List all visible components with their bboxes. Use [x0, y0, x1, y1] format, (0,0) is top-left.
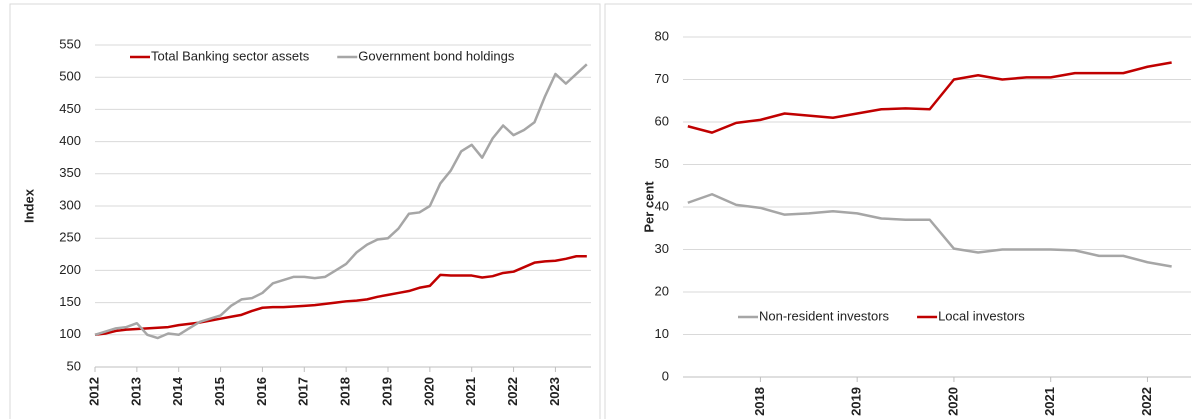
x-tick-label: 2018 — [752, 387, 767, 416]
y-axis-label: Per cent — [641, 181, 656, 233]
x-tick-label: 2021 — [1042, 387, 1057, 416]
y-tick-label: 200 — [59, 262, 81, 277]
series-line — [687, 193, 1172, 268]
x-tick-label: 2023 — [547, 377, 562, 406]
y-tick-label: 50 — [67, 358, 81, 373]
legend-label: Non-resident investors — [759, 308, 890, 323]
x-tick-label: 2013 — [128, 377, 143, 406]
y-tick-label: 400 — [59, 133, 81, 148]
y-tick-label: 150 — [59, 294, 81, 309]
y-tick-label: 20 — [655, 283, 669, 298]
y-tick-label: 500 — [59, 69, 81, 84]
x-tick-label: 2012 — [86, 377, 101, 406]
x-tick-label: 2022 — [1139, 387, 1154, 416]
series-line — [94, 254, 587, 337]
y-tick-label: 80 — [655, 28, 669, 43]
x-tick-label: 2016 — [254, 377, 269, 406]
y-tick-label: 10 — [655, 326, 669, 341]
x-tick-label: 2014 — [170, 376, 185, 406]
series-line — [687, 61, 1172, 134]
y-tick-label: 50 — [655, 156, 669, 171]
y-tick-label: 60 — [655, 113, 669, 128]
y-tick-label: 30 — [655, 241, 669, 256]
y-tick-label: 70 — [655, 71, 669, 86]
x-tick-label: 2017 — [296, 377, 311, 406]
x-tick-label: 2020 — [945, 387, 960, 416]
y-tick-label: 350 — [59, 165, 81, 180]
y-tick-label: 550 — [59, 36, 81, 51]
y-axis-label: Index — [21, 188, 36, 223]
y-tick-label: 0 — [662, 368, 669, 383]
legend-label: Local investors — [938, 308, 1025, 323]
x-tick-label: 2021 — [463, 377, 478, 406]
y-tick-label: 300 — [59, 197, 81, 212]
series-line — [94, 63, 588, 340]
y-tick-label: 40 — [655, 198, 669, 213]
legend-label: Total Banking sector assets — [151, 48, 310, 63]
y-tick-label: 100 — [59, 326, 81, 341]
x-tick-label: 2018 — [338, 377, 353, 406]
x-tick-label: 2015 — [212, 377, 227, 406]
x-tick-label: 2020 — [421, 377, 436, 406]
panel-frame — [604, 3, 1192, 419]
x-tick-label: 2019 — [849, 387, 864, 416]
x-tick-label: 2022 — [505, 377, 520, 406]
y-tick-label: 250 — [59, 230, 81, 245]
panel-frame — [9, 3, 601, 419]
y-tick-label: 450 — [59, 101, 81, 116]
legend-label: Government bond holdings — [358, 48, 515, 63]
x-tick-label: 2019 — [379, 377, 394, 406]
